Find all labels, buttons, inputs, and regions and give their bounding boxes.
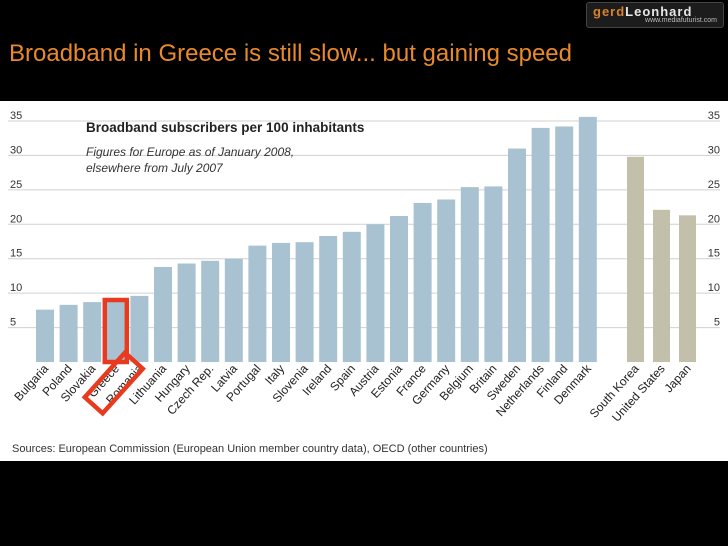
bar-austria <box>366 224 385 362</box>
logo-name-prefix: gerd <box>593 4 626 19</box>
bar-netherlands <box>531 127 550 362</box>
y-tick-left-25: 25 <box>10 179 22 191</box>
bar-slovakia <box>83 302 102 362</box>
gerd-leonhard-logo: gerdLeonhard www.mediafuturist.com <box>586 2 724 28</box>
bar-united-states <box>653 209 670 362</box>
bar-south-korea <box>627 156 644 362</box>
y-tick-left-30: 30 <box>10 144 22 156</box>
y-tick-left-5: 5 <box>10 317 16 329</box>
y-tick-left-15: 15 <box>10 248 22 260</box>
bar-sweden <box>508 148 526 362</box>
bar-hungary <box>177 263 196 362</box>
bar-greece <box>106 300 125 362</box>
y-tick-right-30: 30 <box>708 144 720 156</box>
bar-portugal <box>248 245 267 362</box>
chart-subtitle-line-1: Figures for Europe as of January 2008, <box>86 145 294 159</box>
y-tick-right-10: 10 <box>708 282 720 294</box>
bar-germany <box>437 199 456 362</box>
bar-romania <box>130 295 149 362</box>
bar-slovenia <box>295 242 314 362</box>
bar-estonia <box>390 216 408 362</box>
bar-belgium <box>460 187 479 362</box>
bar-finland <box>555 126 574 362</box>
bar-bulgaria <box>36 309 54 362</box>
bar-spain <box>342 231 361 362</box>
y-tick-left-20: 20 <box>10 213 22 225</box>
bar-czech-rep <box>201 260 220 362</box>
y-tick-right-5: 5 <box>714 317 720 329</box>
chart-title: Broadband subscribers per 100 inhabitant… <box>86 120 364 135</box>
logo-name-suffix: Leonhard <box>625 4 693 19</box>
y-tick-right-15: 15 <box>708 248 720 260</box>
x-label-japan: Japan <box>661 362 693 396</box>
y-tick-left-35: 35 <box>10 110 22 122</box>
slide-headline: Broadband in Greece is still slow... but… <box>9 40 573 67</box>
bar-britain <box>484 186 503 362</box>
bar-poland <box>59 304 78 362</box>
bar-japan <box>679 215 696 362</box>
bar-lithuania <box>154 266 172 362</box>
chart-source: Sources: European Commission (European U… <box>12 443 488 455</box>
y-tick-right-20: 20 <box>708 213 720 225</box>
logo-name: gerdLeonhard <box>593 4 692 19</box>
bar-latvia <box>224 258 243 362</box>
y-tick-right-35: 35 <box>708 110 720 122</box>
bar-france <box>413 202 432 362</box>
bar-italy <box>272 242 290 362</box>
chart-subtitle-line-2: elsewhere from July 2007 <box>86 161 224 175</box>
chart-panel: 5 5 10 10 15 15 20 20 25 25 30 30 35 35 Bulgaria Polan… <box>0 101 728 461</box>
y-tick-right-25: 25 <box>708 179 720 191</box>
y-tick-left-10: 10 <box>10 282 22 294</box>
logo-url: www.mediafuturist.com <box>645 17 717 24</box>
bar-denmark <box>578 116 597 363</box>
bar-ireland <box>319 235 338 362</box>
greece-label-highlight <box>81 349 146 417</box>
